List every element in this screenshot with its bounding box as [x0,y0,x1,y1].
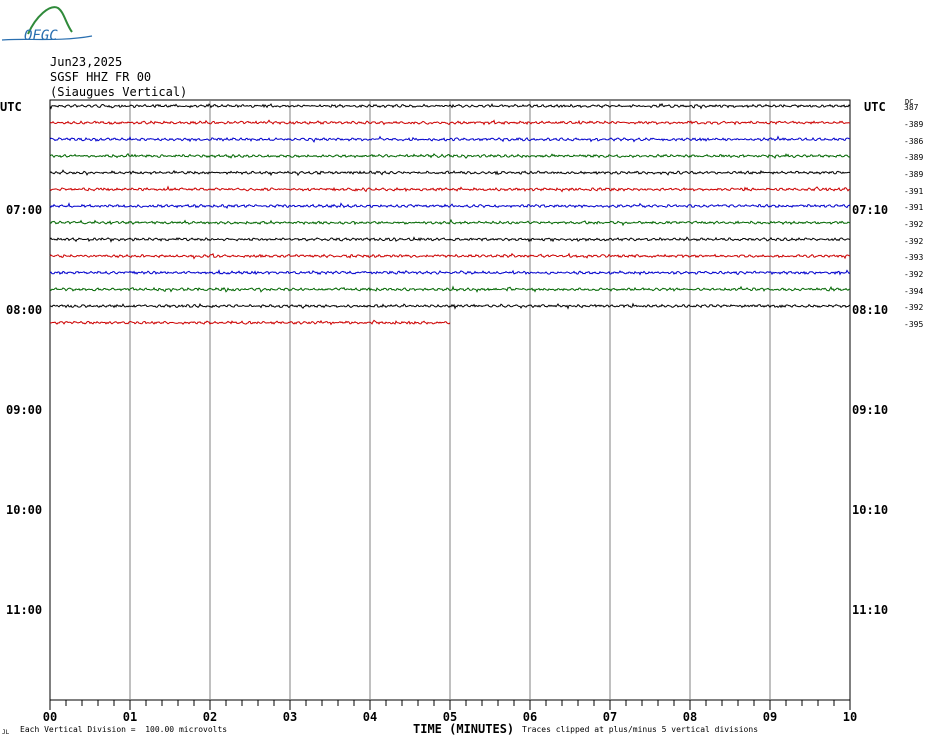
x-tick-label: 08 [682,710,698,724]
x-axis-title: TIME (MINUTES) [413,722,515,736]
dc-value: -389 [904,120,924,129]
hour-label-right: 11:10 [852,603,889,617]
dc-value: -393 [904,253,924,262]
clip-note: Traces clipped at plus/minus 5 vertical … [522,725,759,734]
dc-value: -389 [904,170,924,179]
utc-label-right: UTC [864,100,886,114]
seismic-trace [49,169,851,177]
ofgc-logo: OFGC [1,6,93,44]
x-tick-label: 07 [602,710,618,724]
x-tick-label: 02 [202,710,218,724]
dc-value: -386 [904,137,924,146]
seismic-trace [49,269,851,276]
hour-label-right: 10:10 [852,503,889,517]
seismic-trace [49,102,851,110]
header-site: (Siaugues Vertical) [50,85,188,99]
dc-value: -392 [904,220,924,229]
dc-value: -392 [904,270,924,279]
x-tick-label: 06 [522,710,538,724]
hour-label-right: 07:10 [852,203,889,217]
hour-label-left: 09:00 [6,403,43,417]
dc-value: -391 [904,203,924,212]
hour-label-left: 07:00 [6,203,43,217]
dc-value: -391 [904,187,924,196]
seismic-trace [49,135,850,143]
x-tick-label: 10 [842,710,858,724]
seismic-trace [49,285,851,293]
seismic-trace [49,252,851,260]
dc-value: 387 [904,103,919,112]
x-tick-label: 04 [362,710,378,724]
division-note: Each Vertical Division = 100.00 microvol… [20,725,228,734]
seismic-trace [49,236,851,243]
hour-label-left: 11:00 [6,603,43,617]
x-tick-label: 09 [762,710,778,724]
dc-value: -394 [904,287,924,296]
seismic-trace [49,153,851,160]
hour-label-left: 08:00 [6,303,43,317]
logo-swoosh [1,35,93,41]
dc-value: -395 [904,320,924,329]
hour-label-left: 10:00 [6,503,43,517]
dc-value: -389 [904,153,924,162]
seismic-trace [49,202,851,210]
hour-label-right: 09:10 [852,403,889,417]
corner-mark: JL [2,729,10,736]
hour-label-right: 08:10 [852,303,889,317]
x-tick-label: 05 [442,710,458,724]
dc-label: DC [905,98,914,106]
x-tick-label: 01 [122,710,138,724]
x-tick-label: 00 [42,710,58,724]
x-tick-label: 03 [282,710,298,724]
seismic-trace [49,185,851,193]
header-station: SGSF HHZ FR 00 [50,70,152,84]
logo-text: OFGC [24,28,58,44]
seismic-trace [49,119,851,126]
logo-arc [27,6,73,35]
seismic-trace [49,302,851,310]
seismic-trace [49,218,851,227]
utc-label-left: UTC [0,100,22,114]
header-date: Jun23,2025 [50,55,123,69]
seismic-trace [49,319,451,326]
dc-value: -392 [904,303,924,312]
dc-value: -392 [904,237,924,246]
